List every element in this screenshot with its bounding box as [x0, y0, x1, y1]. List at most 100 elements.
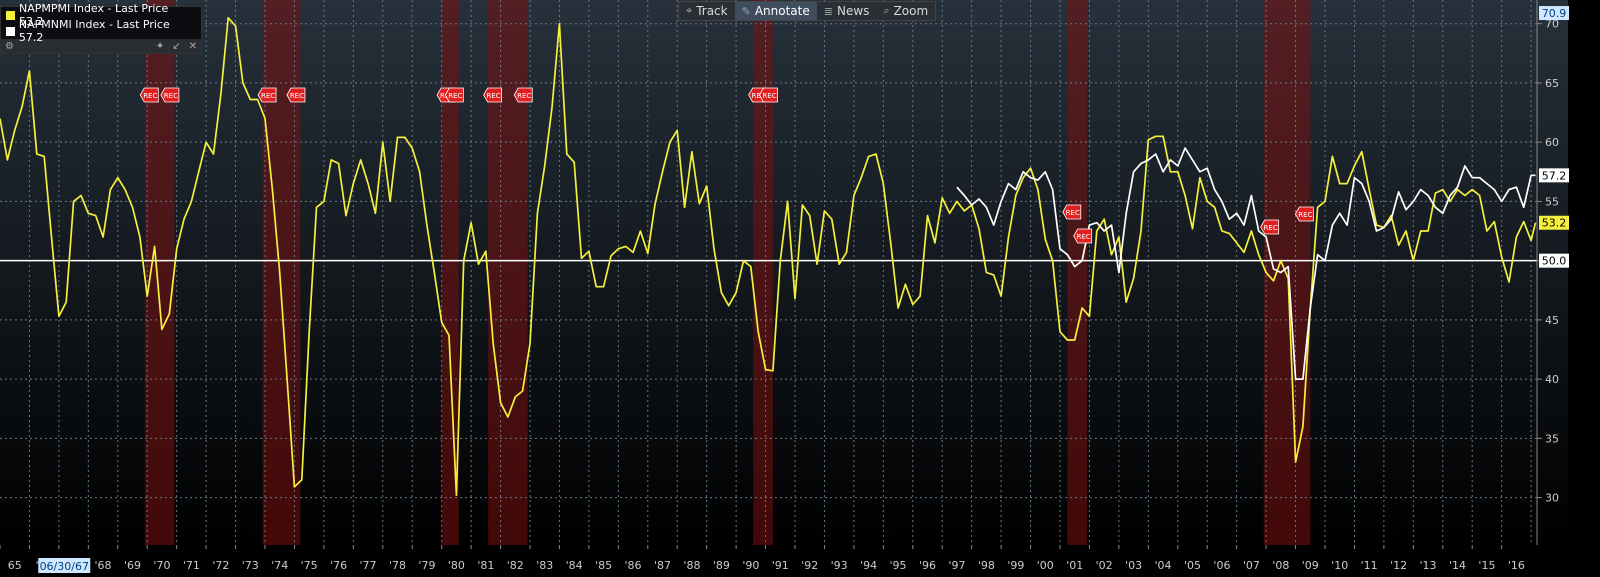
y-tick-label: 35 [1545, 432, 1559, 445]
recession-marker[interactable] [1260, 219, 1280, 235]
x-tick-label: '92 [801, 559, 818, 572]
recession-marker[interactable] [1294, 206, 1314, 222]
x-tick-label: '91 [772, 559, 789, 572]
price-tag-label: 57.2 [1542, 169, 1567, 182]
y-tick-label: 70 [1545, 18, 1559, 31]
y-tick-label: 65 [1545, 77, 1559, 90]
recession-marker-label: REC [1298, 211, 1312, 219]
x-tick-label: '84 [566, 559, 583, 572]
x-tick-label: '07 [1243, 559, 1260, 572]
pencil-icon: ✎ [741, 4, 751, 18]
recession-marker-label: REC [1066, 209, 1080, 217]
recession-marker-label: REC [762, 92, 776, 100]
x-tick-label: '85 [595, 559, 612, 572]
x-tick-label: '81 [477, 559, 494, 572]
zoom-label: Zoom [893, 4, 929, 18]
series-line-napmnmi[interactable] [956, 147, 1536, 380]
zoom-button[interactable]: ⌕ Zoom [876, 2, 935, 20]
recession-band [144, 0, 175, 545]
y-tick-label: 30 [1545, 492, 1559, 505]
recession-marker-label: REC [1264, 224, 1278, 232]
recession-marker[interactable] [513, 87, 533, 103]
legend-label-napmpmi: NAPMPMI Index - Last Price 53.2 [18, 2, 169, 28]
x-tick-label: '72 [212, 559, 229, 572]
x-tick-label: '95 [890, 559, 907, 572]
annotate-button[interactable]: ✎ Annotate [734, 2, 817, 20]
x-tick-label: '13 [1420, 559, 1437, 572]
x-tick-label: '01 [1066, 559, 1083, 572]
x-tick-label: '80 [448, 559, 465, 572]
x-tick-label: '11 [1361, 559, 1378, 572]
x-tick-label: '05 [1184, 559, 1201, 572]
x-tick-label: '06 [1213, 559, 1230, 572]
recession-marker[interactable] [483, 87, 503, 103]
legend-label-napmnmi: NAPMNMI Index - Last Price 57.2 [18, 18, 170, 44]
x-tick-label: '73 [242, 559, 259, 572]
gear-icon[interactable]: ⚙ [5, 40, 14, 52]
x-tick-label: '02 [1096, 559, 1113, 572]
x-tick-label: '00 [1037, 559, 1054, 572]
x-tick-label: '90 [742, 559, 759, 572]
x-tick-label: '68 [95, 559, 112, 572]
price-tag-label: 70.9 [1542, 7, 1567, 20]
recession-marker-label: REC [1077, 233, 1091, 241]
recession-marker-label: REC [752, 92, 766, 100]
recession-marker[interactable] [139, 87, 159, 103]
x-tick-label: '71 [183, 559, 200, 572]
y-tick-label: 45 [1545, 314, 1559, 327]
track-label: Track [696, 4, 728, 18]
news-icon: ≣ [823, 4, 833, 18]
y-tick-label: 55 [1545, 195, 1559, 208]
recession-marker[interactable] [257, 87, 277, 103]
cursor-date-box [38, 558, 91, 573]
x-tick-label: '70 [153, 559, 170, 572]
x-tick-label: '89 [713, 559, 730, 572]
recession-marker-label: REC [448, 92, 462, 100]
x-tick-label: '87 [654, 559, 671, 572]
chart-toolbar: ⌖ Track ✎ Annotate ≣ News ⌕ Zoom [678, 1, 937, 21]
price-tag [1539, 253, 1569, 268]
x-tick-label: '04 [1155, 559, 1172, 572]
x-tick-label: '15 [1478, 559, 1495, 572]
recession-band [441, 0, 459, 545]
recession-marker[interactable] [1073, 228, 1093, 244]
legend-swatch-white [6, 26, 15, 36]
recession-marker-label: REC [143, 92, 157, 100]
x-tick-label: '69 [124, 559, 141, 572]
legend-item-napmnmi[interactable]: NAPMNMI Index - Last Price 57.2 [1, 18, 201, 44]
crosshair-icon: ⌖ [686, 4, 693, 17]
x-tick-label: 65 [8, 559, 22, 572]
chart-legend[interactable]: NAPMPMI Index - Last Price 53.2 NAPMNMI … [0, 2, 202, 54]
recession-band [1067, 0, 1088, 545]
recession-marker[interactable] [1062, 204, 1082, 220]
y-tick-label: 60 [1545, 136, 1559, 149]
x-tick-label: '03 [1125, 559, 1142, 572]
magnifier-icon: ⌕ [883, 4, 890, 17]
recession-marker[interactable] [286, 87, 306, 103]
recession-marker[interactable] [160, 87, 180, 103]
price-tag-label: 50.0 [1542, 255, 1567, 268]
x-tick-label: '14 [1449, 559, 1466, 572]
x-tick-label: '74 [271, 559, 288, 572]
close-icon[interactable]: ✕ [188, 40, 197, 52]
x-tick-label: '97 [948, 559, 965, 572]
recession-marker[interactable] [444, 87, 464, 103]
price-tag [1539, 215, 1569, 230]
track-button[interactable]: ⌖ Track [679, 2, 735, 20]
pin-icon[interactable]: ✦ [155, 40, 165, 52]
x-tick-label: '16 [1508, 559, 1525, 572]
x-tick-label: '94 [860, 559, 877, 572]
x-tick-label: '79 [418, 559, 435, 572]
recession-marker[interactable] [759, 87, 778, 103]
recession-band [753, 0, 773, 545]
legend-swatch-yellow [6, 10, 15, 20]
recession-marker-label: REC [487, 92, 501, 100]
x-tick-label: '09 [1302, 559, 1319, 572]
x-tick-label: '99 [1007, 559, 1024, 572]
x-tick-label: '83 [536, 559, 553, 572]
legend-item-napmpmi[interactable]: NAPMPMI Index - Last Price 53.2 [1, 2, 201, 28]
series-line-napmpmi[interactable] [0, 16, 1537, 497]
news-button[interactable]: ≣ News [817, 2, 877, 20]
expand-icon[interactable]: ↙ [172, 40, 181, 52]
